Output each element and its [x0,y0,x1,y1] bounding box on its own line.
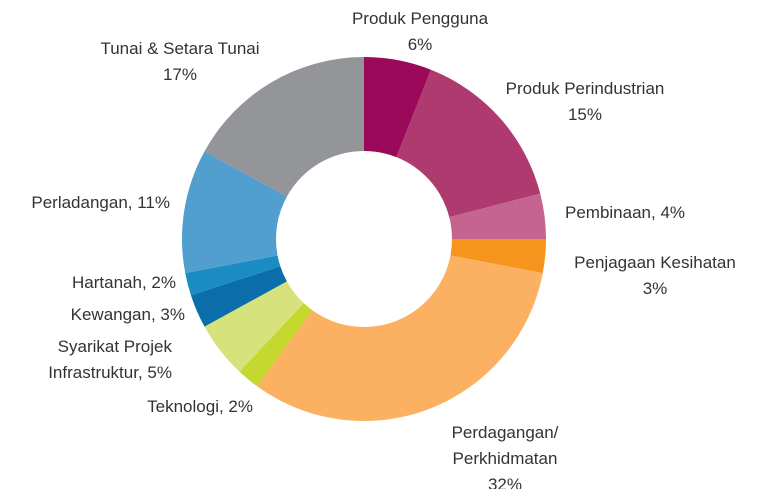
value-label: 6% [407,35,433,54]
donut-segment [396,69,541,218]
category-label: Produk Perindustrian [505,79,665,98]
category-label: Teknologi [147,397,219,416]
value-label: 11% [137,193,170,212]
label-separator: , [127,193,138,212]
segment-label: Penjagaan Kesihatan 3% [574,250,736,302]
category-label: Perdagangan/ Perkhidmatan [451,423,559,468]
segment-label: Perladangan, 11% [31,190,170,216]
value-label: 3% [642,279,668,298]
category-label: Tunai & Setara Tunai [100,39,260,58]
category-label: Produk Pengguna [351,9,489,28]
donut-segment [239,303,313,387]
category-label: Penjagaan Kesihatan [574,253,736,272]
value-label: 5% [147,363,172,382]
category-label: Syarikat Projek Infrastruktur [48,337,172,382]
donut-segment [185,255,281,296]
label-separator: , [150,305,161,324]
category-label: Perladangan [31,193,128,212]
donut-segment [204,281,304,372]
value-label: 15% [567,105,603,124]
segment-label: Perdagangan/ Perkhidmatan 32% [452,420,559,489]
donut-segment [257,255,543,422]
category-label: Kewangan [70,305,151,324]
segment-label: Produk Pengguna 6% [352,6,488,58]
value-label: 3% [160,305,185,324]
value-label: 17% [162,65,198,84]
donut-segment [364,57,431,158]
label-separator: , [218,397,229,416]
segment-label: Syarikat Projek Infrastruktur, 5% [48,334,172,386]
segment-label: Produk Perindustrian 15% [506,76,665,128]
category-label: Hartanah [72,273,142,292]
segment-label: Hartanah, 2% [72,270,176,296]
segment-label: Tunai & Setara Tunai 17% [100,36,259,88]
donut-segment [449,193,546,239]
segment-label: Teknologi, 2% [147,394,253,420]
label-separator: , [137,363,148,382]
value-label: 4% [660,203,686,222]
segment-label: Pembinaan, 4% [565,200,685,226]
value-label: 2% [228,397,253,416]
donut-segment [190,266,287,327]
value-label: 2% [151,273,176,292]
label-separator: , [651,203,661,222]
category-label: Pembinaan [565,203,652,222]
value-label: 32% [487,475,523,489]
label-separator: , [141,273,152,292]
donut-segment [182,151,287,274]
donut-segment [204,57,364,197]
donut-segment [450,239,546,274]
segment-label: Kewangan, 3% [71,302,185,328]
